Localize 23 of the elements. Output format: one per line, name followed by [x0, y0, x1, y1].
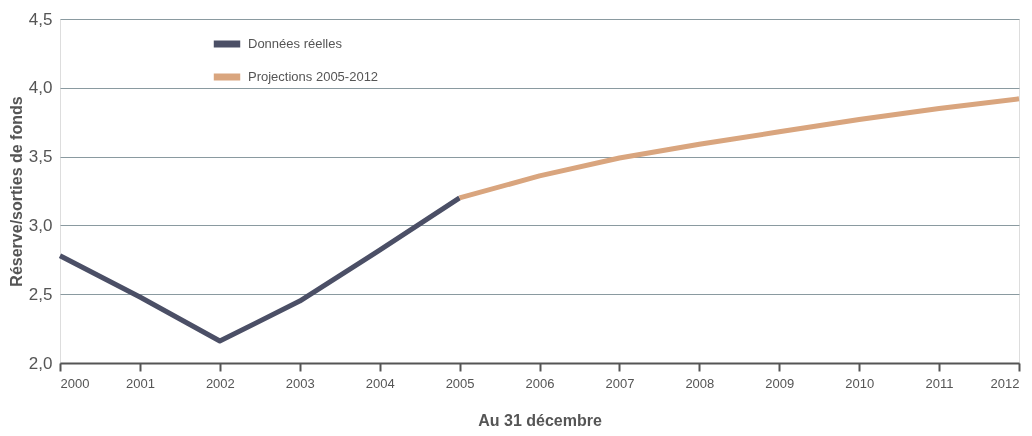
x-tick-label: 2005: [445, 375, 475, 391]
x-axis-title: Au 31 décembre: [478, 411, 602, 429]
y-tick-label: 2,5: [28, 284, 53, 304]
x-tick-label: 2012: [990, 375, 1020, 391]
x-tick-label: 2004: [365, 375, 395, 391]
y-tick-label: 3,0: [28, 215, 53, 235]
x-tick-label: 2011: [925, 375, 954, 391]
x-tick-label: 2009: [765, 375, 795, 391]
legend-label: Projections 2005-2012: [248, 69, 379, 84]
x-tick-label: 2001: [125, 375, 155, 391]
x-tick-label: 2002: [205, 375, 235, 391]
y-tick-label: 4,0: [28, 78, 53, 98]
y-tick-label: 4,5: [28, 9, 53, 29]
legend-label: Données réelles: [248, 36, 343, 51]
x-tick-label: 2007: [605, 375, 635, 391]
x-tick-label: 2008: [685, 375, 715, 391]
x-tick-label: 2000: [60, 375, 90, 391]
x-tick-label: 2003: [285, 375, 315, 391]
x-tick-label: 2006: [525, 375, 555, 391]
x-tick-label: 2010: [845, 375, 875, 391]
y-tick-label: 2,0: [28, 353, 53, 373]
y-axis-title: Réserve/sorties de fonds: [7, 96, 25, 287]
y-tick-label: 3,5: [28, 147, 53, 167]
